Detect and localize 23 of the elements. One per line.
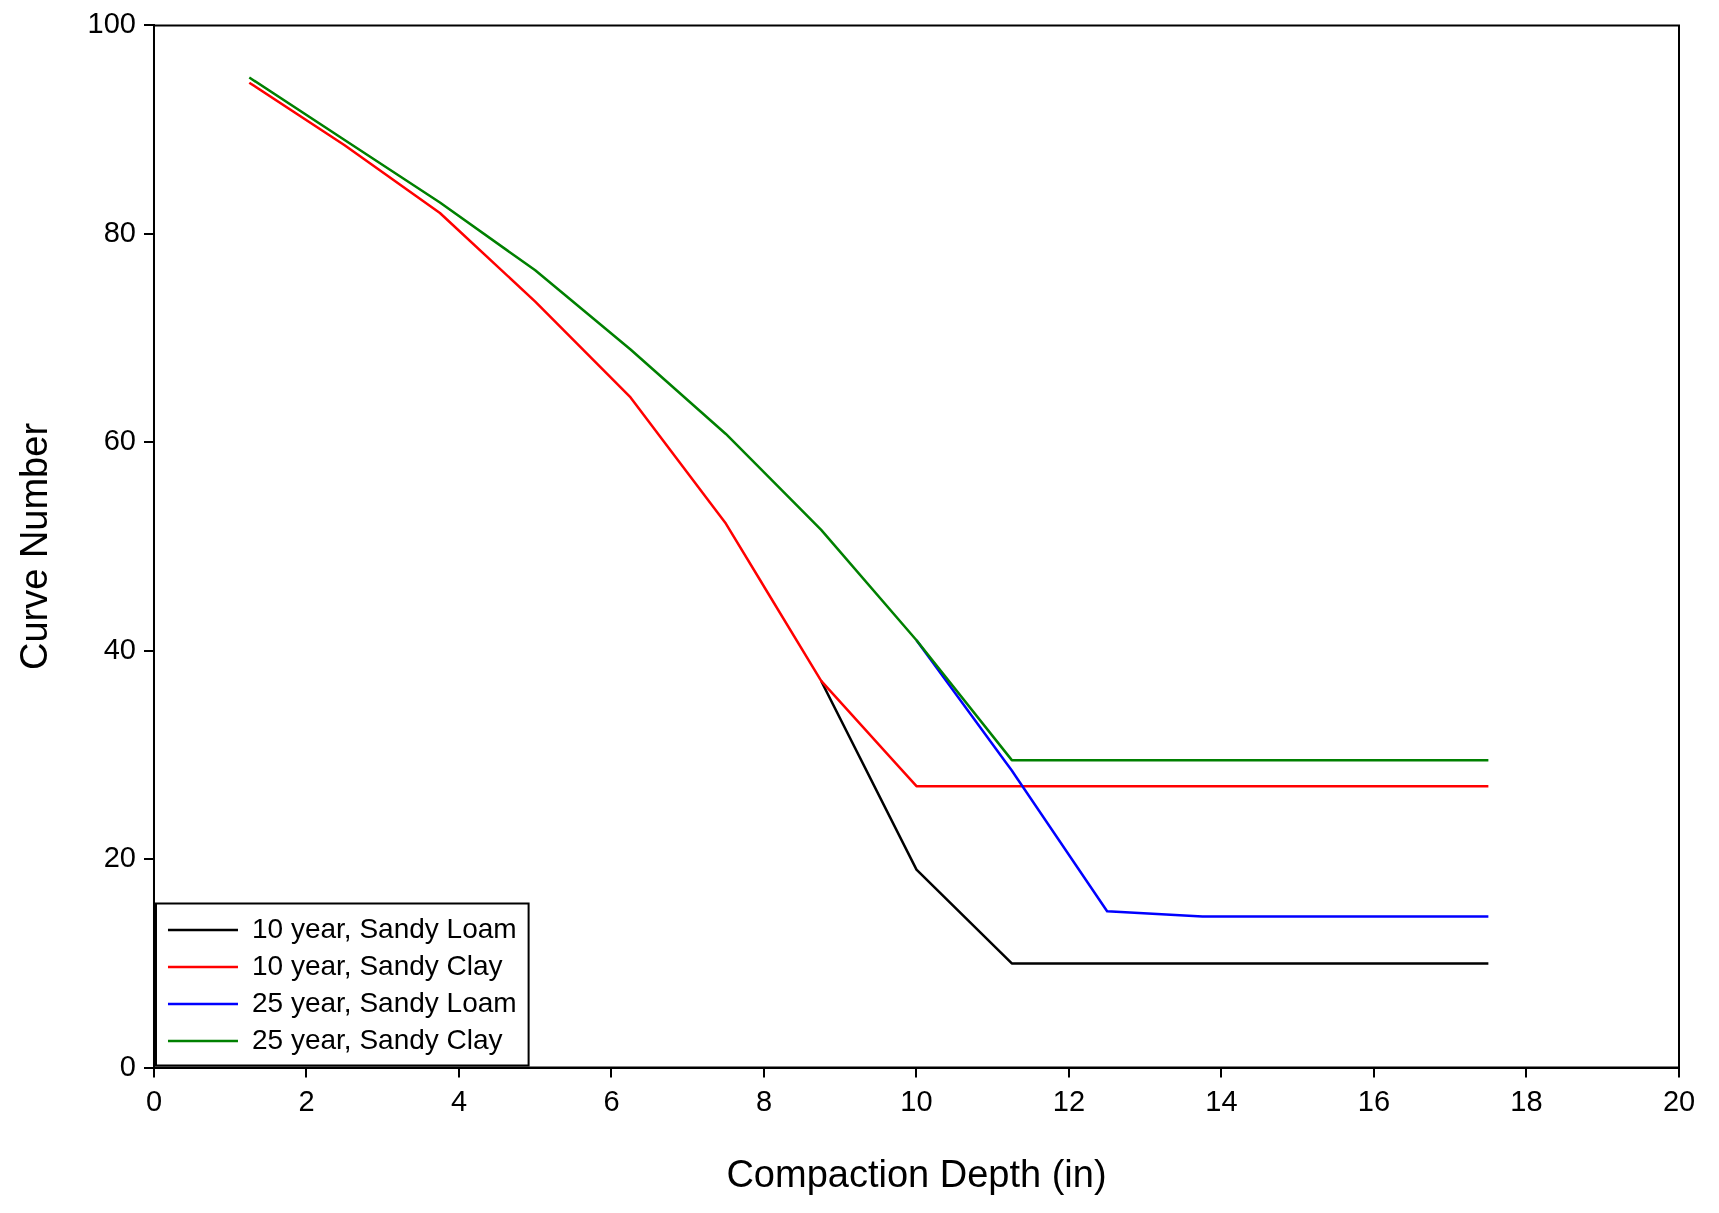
x-tick-label: 12 (1052, 1085, 1086, 1117)
x-tick-label: 0 (145, 1085, 163, 1117)
y-axis-title: Curve Number (13, 422, 56, 671)
x-axis-title: Compaction Depth (in) (726, 1152, 1107, 1195)
legend-label: 25 year, Sandy Loam (251, 986, 517, 1018)
x-tick-label: 4 (450, 1085, 468, 1117)
x-tick-label: 14 (1205, 1085, 1238, 1117)
x-tick-label: 20 (1662, 1085, 1696, 1117)
y-tick-label: 40 (103, 632, 136, 665)
x-tick-label: 2 (298, 1085, 315, 1117)
x-tick-label: 16 (1357, 1085, 1391, 1117)
y-tick-label: 60 (103, 424, 136, 457)
x-tick-label: 10 (900, 1085, 933, 1117)
y-tick-label: 20 (103, 841, 136, 874)
legend-label: 10 year, Sandy Clay (251, 949, 503, 981)
x-tick-label: 18 (1510, 1085, 1543, 1117)
x-tick-label: 6 (603, 1085, 620, 1117)
y-tick-label: 80 (103, 215, 136, 248)
y-tick-label: 0 (119, 1049, 136, 1082)
legend-label: 10 year, Sandy Loam (251, 912, 517, 944)
y-tick-label: 100 (87, 7, 136, 40)
legend-label: 25 year, Sandy Clay (251, 1023, 503, 1055)
x-tick-label: 8 (755, 1085, 773, 1117)
